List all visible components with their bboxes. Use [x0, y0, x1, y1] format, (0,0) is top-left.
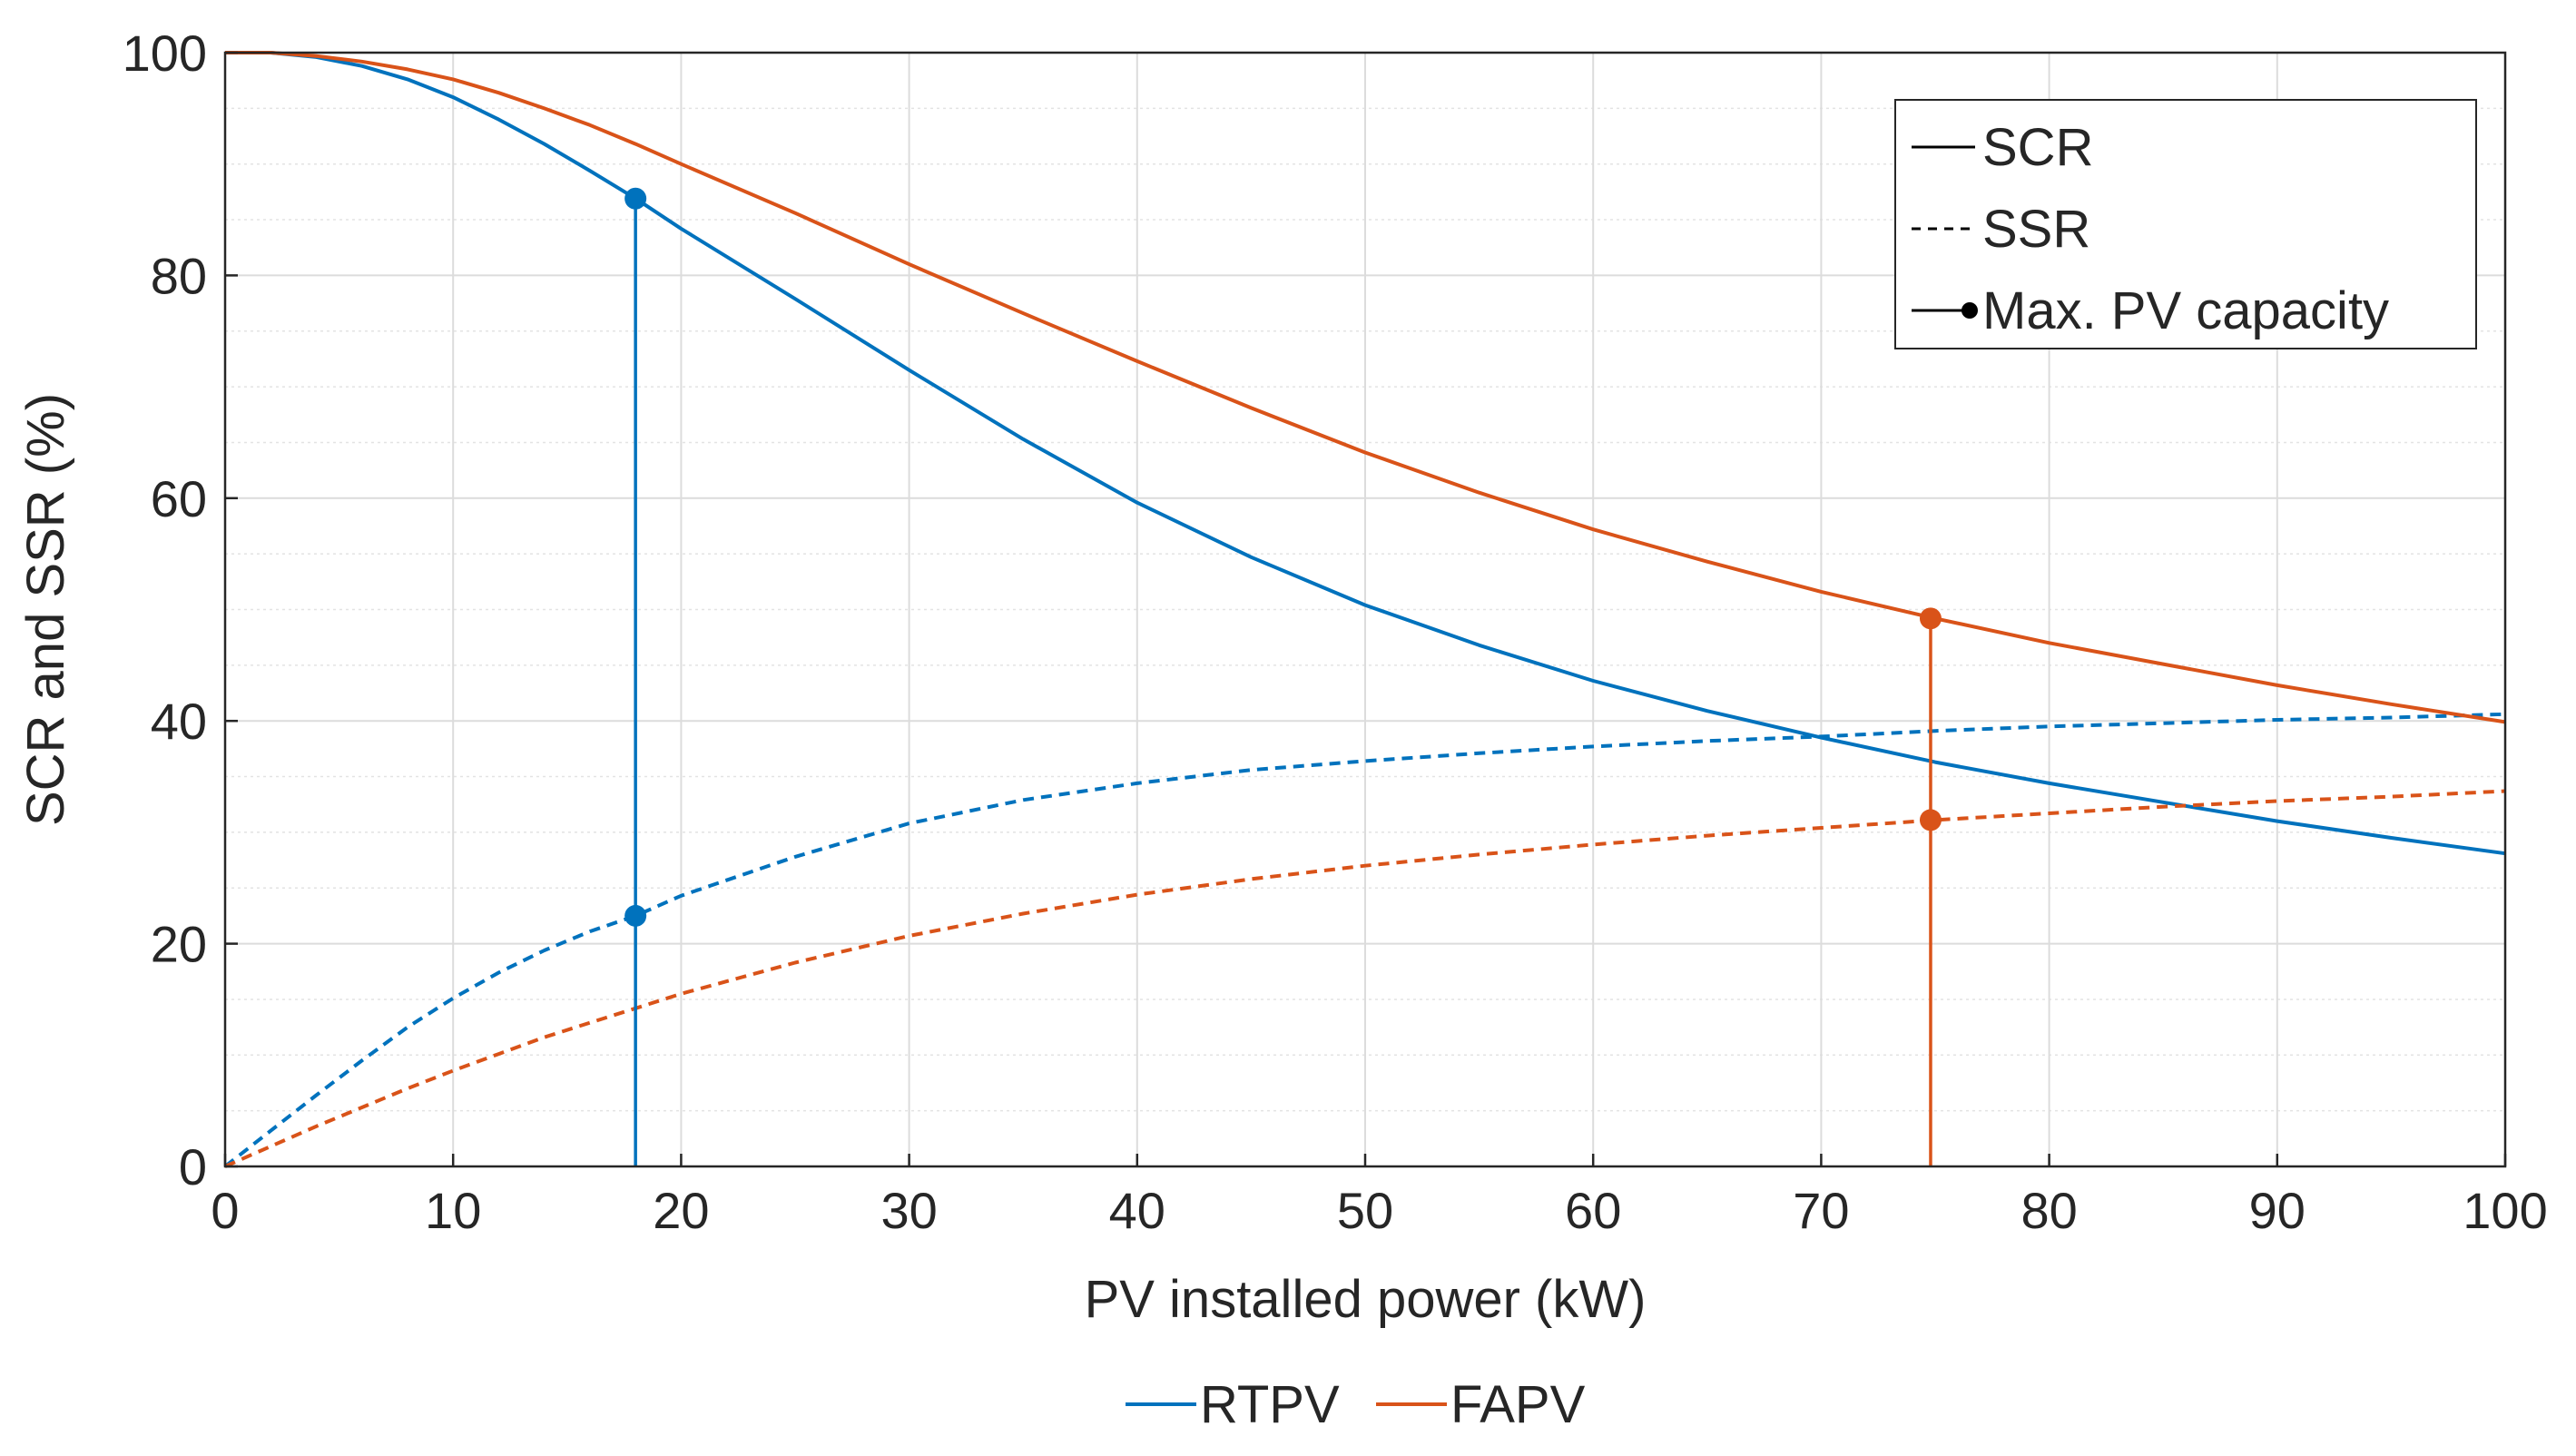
y-tick-label: 80	[151, 247, 207, 304]
legend-max-pv-label: Max. PV capacity	[1982, 281, 2389, 340]
x-tick-label: 90	[2249, 1182, 2306, 1239]
series-rtpv-ssr-line	[223, 712, 2506, 1168]
series-layer	[223, 51, 2506, 1168]
marker-scr-fapv	[1919, 607, 1942, 630]
tick-layer: 0 10 20 30 40 50 60 70 80 90 100 0 20 40 60 80 100	[123, 25, 2548, 1239]
x-tick-label: 50	[1337, 1182, 1393, 1239]
x-tick-label: 30	[880, 1182, 937, 1239]
legend-fapv-label: FAPV	[1450, 1375, 1586, 1434]
legend-marker-dot-icon	[1961, 302, 1978, 319]
y-tick-label: 40	[151, 693, 207, 750]
y-tick-label: 20	[151, 916, 207, 973]
legend-rtpv-label: RTPV	[1200, 1375, 1340, 1434]
series-fapv-scr-line	[225, 51, 2506, 724]
legend-scr-label: SCR	[1982, 118, 2093, 177]
marker-ssr-fapv	[1919, 809, 1942, 831]
y-tick-label: 0	[179, 1138, 207, 1195]
marker-ssr-rtpv	[624, 904, 647, 927]
x-tick-label: 60	[1565, 1182, 1621, 1239]
series-legend: RTPV FAPV	[1126, 1375, 1586, 1434]
series-rtpv-scr-line	[225, 51, 2506, 856]
style-legend: SCR SSR Max. PV capacity	[1894, 99, 2477, 349]
style-legend-box	[1894, 99, 2477, 349]
marker-layer	[624, 187, 1942, 1166]
legend-ssr-label: SSR	[1982, 200, 2090, 259]
y-tick-label: 60	[151, 470, 207, 527]
y-axis-title: SCR and SSR (%)	[16, 393, 75, 826]
series-fapv-ssr-line	[224, 789, 2506, 1168]
x-tick-label: 70	[1793, 1182, 1849, 1239]
marker-scr-rtpv	[624, 187, 647, 210]
x-tick-label: 80	[2020, 1182, 2077, 1239]
x-tick-label: 10	[425, 1182, 481, 1239]
x-tick-label: 100	[2463, 1182, 2547, 1239]
x-tick-label: 40	[1109, 1182, 1165, 1239]
x-tick-label: 0	[211, 1182, 239, 1239]
x-tick-label: 20	[653, 1182, 709, 1239]
x-axis-title: PV installed power (kW)	[1085, 1270, 1647, 1329]
y-tick-label: 100	[123, 25, 207, 82]
